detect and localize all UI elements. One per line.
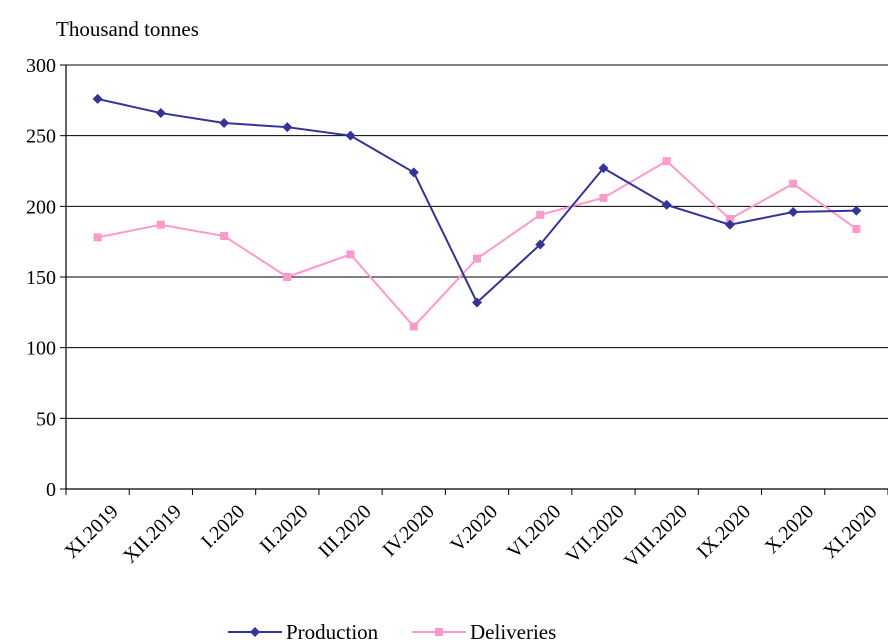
production-point bbox=[219, 117, 230, 128]
x-tick-label: IX.2020 bbox=[693, 501, 755, 563]
y-tick-label: 200 bbox=[26, 196, 56, 218]
gridlines bbox=[66, 64, 888, 419]
legend-label: Production bbox=[286, 620, 379, 644]
production-point bbox=[661, 199, 672, 210]
production-point bbox=[408, 167, 419, 178]
series-deliveries bbox=[93, 157, 861, 331]
legend: Production Deliveries bbox=[228, 620, 556, 644]
production-point bbox=[345, 130, 356, 141]
y-axis-ticks: 0 50 100 150 200 250 300 bbox=[26, 55, 66, 501]
series-production bbox=[92, 93, 862, 308]
deliveries-point bbox=[536, 210, 545, 219]
y-tick-label: 0 bbox=[46, 479, 56, 501]
series-layer bbox=[92, 93, 862, 331]
x-tick-label: II.2020 bbox=[256, 501, 313, 558]
production-point bbox=[472, 297, 482, 308]
deliveries-point bbox=[599, 193, 608, 202]
x-tick-label: IV.2020 bbox=[378, 501, 438, 561]
production-line bbox=[97, 97, 857, 305]
y-axis-title: Thousand tonnes bbox=[56, 17, 199, 41]
x-tick-label: III.2020 bbox=[314, 501, 376, 563]
x-tick-label: VIII.2020 bbox=[620, 501, 692, 573]
deliveries-point bbox=[220, 232, 229, 241]
production-point bbox=[851, 205, 862, 216]
y-tick-label: 100 bbox=[26, 338, 56, 360]
deliveries-point bbox=[156, 220, 165, 229]
legend-label: Deliveries bbox=[470, 620, 556, 644]
production-point bbox=[155, 108, 166, 119]
deliveries-point bbox=[93, 233, 102, 242]
deliveries-point bbox=[473, 254, 481, 263]
deliveries-point bbox=[346, 250, 355, 259]
legend-item-production: Production bbox=[228, 620, 379, 644]
deliveries-point bbox=[725, 215, 734, 224]
production-point bbox=[724, 219, 735, 230]
production-point bbox=[788, 206, 799, 217]
x-tick-label: X.2020 bbox=[761, 501, 819, 559]
legend-deliveries-point bbox=[435, 628, 443, 636]
legend-production-point bbox=[250, 627, 260, 637]
deliveries-point bbox=[409, 322, 418, 331]
x-tick-label: XII.2019 bbox=[119, 501, 186, 568]
x-tick-label: XI.2019 bbox=[60, 501, 122, 563]
y-tick-label: 50 bbox=[36, 408, 56, 430]
y-tick-label: 300 bbox=[26, 55, 56, 77]
x-tick-label: VI.2020 bbox=[503, 501, 565, 563]
y-tick-label: 150 bbox=[26, 267, 56, 289]
legend-item-deliveries: Deliveries bbox=[412, 620, 556, 644]
y-tick-label: 250 bbox=[26, 126, 56, 148]
x-tick-label: XI.2020 bbox=[819, 501, 881, 563]
deliveries-point bbox=[789, 179, 798, 188]
deliveries-point bbox=[852, 224, 861, 233]
x-tick-label: V.2020 bbox=[446, 501, 502, 557]
deliveries-point bbox=[662, 157, 671, 166]
production-point bbox=[598, 163, 609, 174]
production-point bbox=[92, 93, 103, 104]
deliveries-point bbox=[283, 273, 292, 281]
x-tick-label: VII.2020 bbox=[562, 501, 629, 568]
production-point bbox=[282, 122, 293, 133]
production-point bbox=[535, 239, 546, 250]
x-tick-label: I.2020 bbox=[197, 501, 249, 553]
